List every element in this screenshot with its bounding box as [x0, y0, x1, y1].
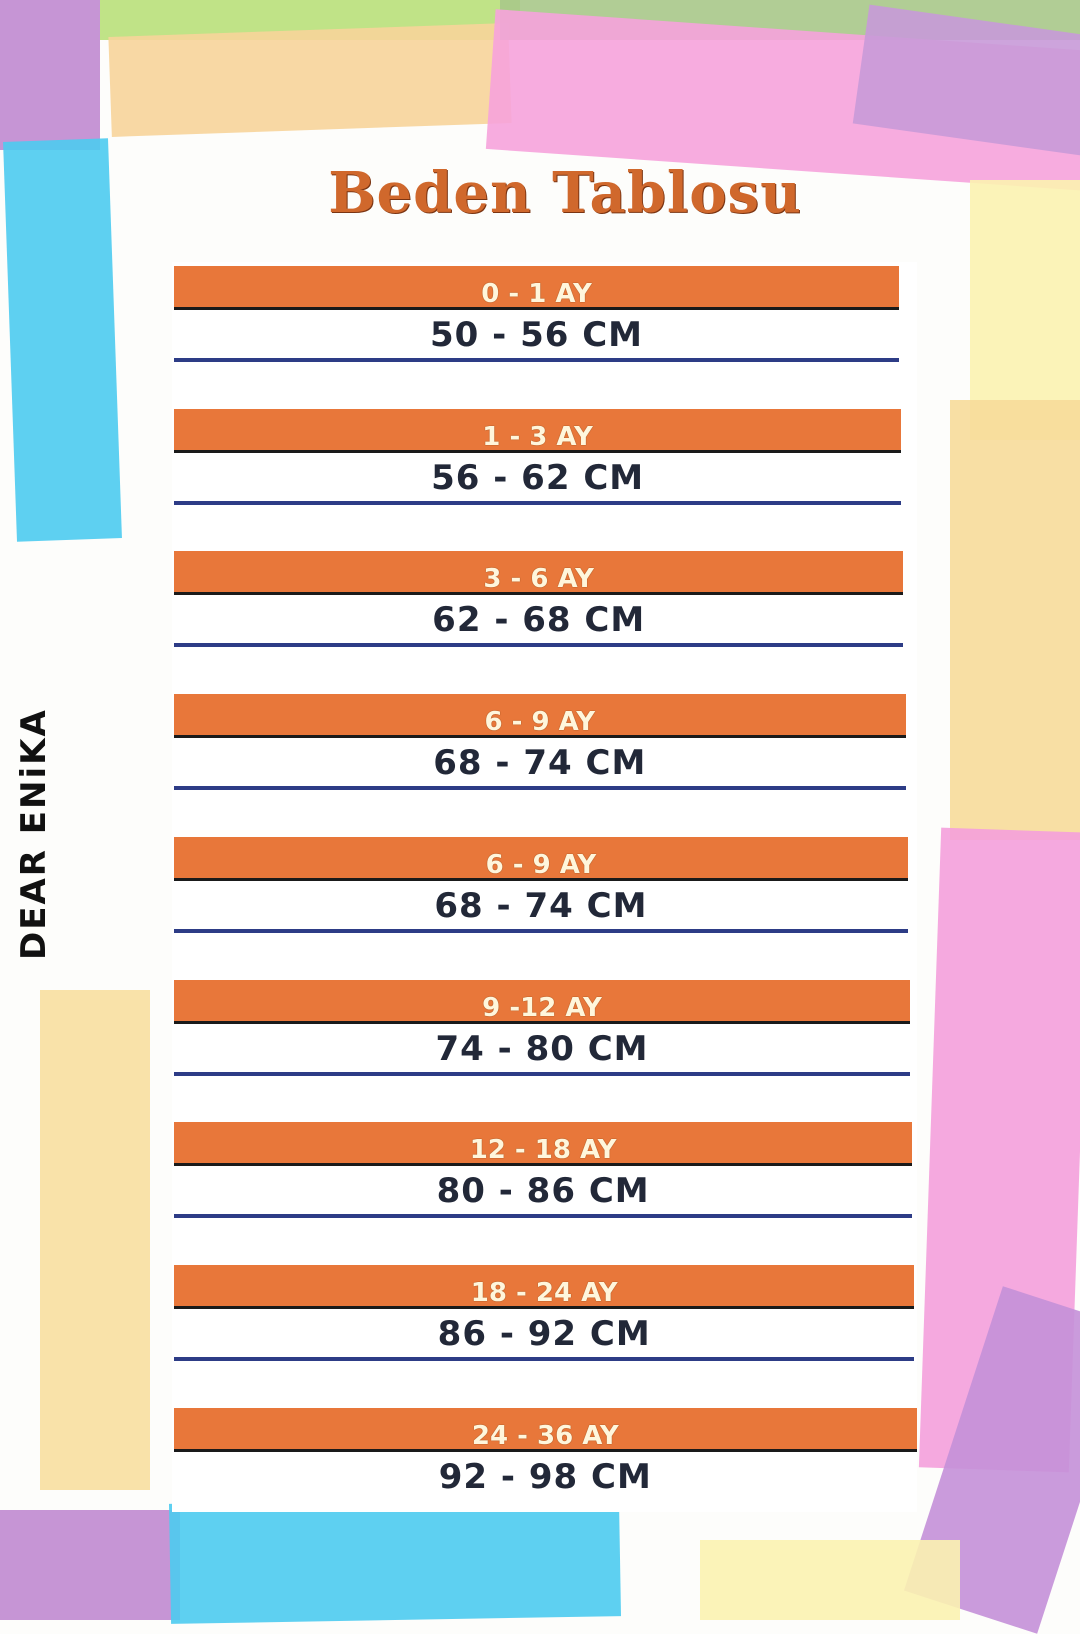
row-divider [174, 358, 899, 362]
age-range-header: 18 - 24 AY [174, 1264, 915, 1309]
height-range: 56 - 62 CM [431, 457, 645, 498]
age-range-header: 1 - 3 AY [174, 408, 902, 453]
age-range-header: 24 - 36 AY [174, 1407, 917, 1452]
height-range: 80 - 86 CM [436, 1171, 650, 1212]
age-range-header: 12 - 18 AY [174, 1122, 913, 1167]
age-range-header: 6 - 9 AY [174, 694, 906, 739]
height-range: 62 - 68 CM [432, 600, 646, 641]
height-range: 74 - 80 CM [435, 1028, 649, 1069]
brand-logo: DEAR ENiKA [14, 708, 54, 960]
age-range-header: 3 - 6 AY [174, 551, 904, 596]
age-range-header: 9 -12 AY [174, 979, 910, 1024]
height-range: 92 - 98 CM [438, 1456, 652, 1497]
row-divider [174, 1071, 910, 1076]
height-range: 68 - 74 CM [434, 885, 648, 926]
age-range-header: 6 - 9 AY [174, 836, 908, 881]
height-range: 68 - 74 CM [433, 743, 647, 784]
height-range: 50 - 56 CM [429, 315, 644, 355]
page-title: Beden Tablosu [328, 160, 802, 226]
row-divider [174, 1356, 915, 1361]
row-divider [174, 928, 908, 933]
height-range: 86 - 92 CM [437, 1313, 651, 1354]
row-divider [174, 1214, 913, 1219]
row-divider [174, 786, 906, 791]
row-divider [174, 500, 902, 505]
row-divider [174, 643, 904, 648]
age-range-header: 0 - 1 AY [174, 266, 899, 310]
